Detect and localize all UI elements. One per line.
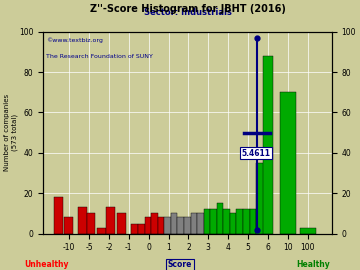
Bar	[64, 217, 73, 234]
Bar	[197, 213, 204, 234]
Text: 5.4611: 5.4611	[242, 149, 271, 158]
Y-axis label: Number of companies
(573 total): Number of companies (573 total)	[4, 94, 18, 171]
Bar	[217, 203, 223, 234]
Bar	[164, 217, 171, 234]
Bar	[300, 228, 316, 234]
Bar	[243, 209, 249, 234]
Bar	[249, 209, 256, 234]
Bar	[138, 224, 145, 234]
Bar	[158, 217, 164, 234]
Bar	[262, 56, 274, 234]
Bar	[190, 213, 197, 234]
Bar	[131, 224, 138, 234]
Bar	[177, 217, 184, 234]
Bar	[256, 163, 266, 234]
Title: Z''-Score Histogram for JBHT (2016): Z''-Score Histogram for JBHT (2016)	[90, 4, 285, 14]
Bar	[210, 209, 217, 234]
Text: Sector: Industrials: Sector: Industrials	[144, 8, 231, 18]
Text: Healthy: Healthy	[296, 260, 330, 269]
Bar	[86, 213, 95, 234]
Bar	[151, 213, 158, 234]
Text: Unhealthy: Unhealthy	[24, 260, 69, 269]
Text: Score: Score	[168, 260, 192, 269]
Bar	[98, 228, 107, 234]
Bar	[204, 209, 210, 234]
Bar	[230, 213, 237, 234]
Bar	[77, 207, 86, 234]
Bar	[280, 92, 296, 234]
Text: The Research Foundation of SUNY: The Research Foundation of SUNY	[46, 54, 153, 59]
Bar	[145, 217, 151, 234]
Text: ©www.textbiz.org: ©www.textbiz.org	[46, 38, 103, 43]
Bar	[117, 213, 126, 234]
Bar	[54, 197, 63, 234]
Bar	[107, 207, 115, 234]
Bar	[171, 213, 177, 234]
Bar	[184, 217, 190, 234]
Bar	[237, 209, 243, 234]
Bar	[223, 209, 230, 234]
